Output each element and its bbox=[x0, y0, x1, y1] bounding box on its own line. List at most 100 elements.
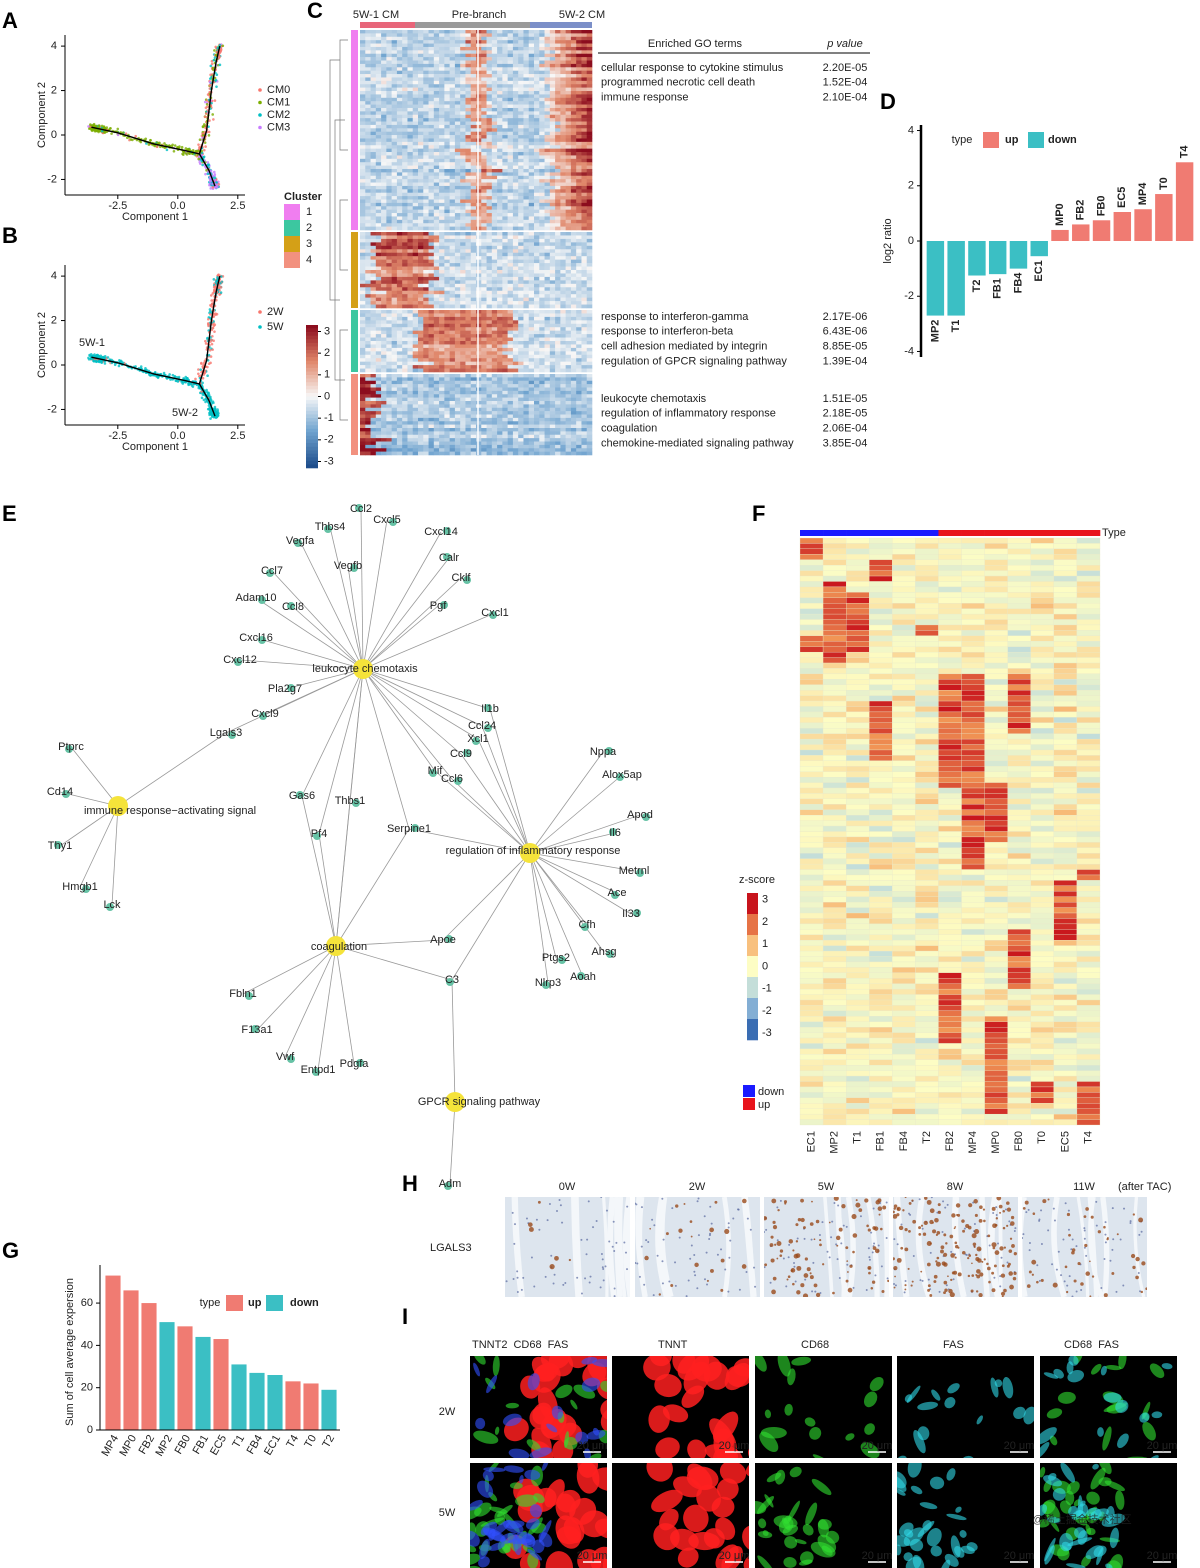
heat-cell bbox=[549, 202, 556, 207]
heat-cell bbox=[418, 36, 424, 41]
heat-cell bbox=[534, 216, 540, 221]
heat-cell bbox=[454, 67, 461, 71]
heat-cell bbox=[507, 209, 514, 214]
heat-cell bbox=[560, 242, 566, 247]
heat-cell bbox=[544, 223, 551, 227]
heat-cell bbox=[491, 196, 498, 200]
heat-cell bbox=[402, 189, 408, 194]
heat-cell bbox=[428, 91, 435, 95]
point bbox=[210, 101, 213, 105]
heat-cell bbox=[381, 294, 387, 298]
heat-cell bbox=[565, 70, 572, 75]
heat-cell bbox=[576, 91, 582, 95]
heat-cell bbox=[407, 223, 414, 227]
heat-cell bbox=[502, 70, 508, 75]
heat-cell bbox=[428, 242, 435, 247]
heat-cell bbox=[497, 290, 503, 295]
heat-cell bbox=[433, 235, 440, 240]
heat-cell bbox=[428, 40, 435, 44]
heat-cell bbox=[523, 94, 530, 99]
heat-cell bbox=[518, 280, 524, 285]
heat-cell bbox=[396, 40, 403, 44]
heat-cell bbox=[454, 256, 461, 260]
heat-cell bbox=[507, 226, 514, 231]
heat-cell bbox=[465, 245, 472, 250]
heat-cell bbox=[423, 209, 429, 214]
point bbox=[197, 372, 200, 376]
heat-cell bbox=[365, 226, 371, 231]
heat-cell bbox=[454, 60, 461, 65]
point bbox=[121, 131, 125, 134]
heat-cell bbox=[386, 216, 392, 221]
heat-cell bbox=[360, 179, 366, 183]
heat-cell bbox=[444, 175, 450, 180]
heat-cell bbox=[428, 199, 435, 204]
heat-cell bbox=[418, 223, 424, 227]
heat-cell bbox=[549, 206, 556, 210]
heat-cell bbox=[386, 270, 392, 274]
heat-cell bbox=[502, 128, 508, 132]
heat-cell bbox=[576, 63, 582, 68]
heat-cell bbox=[523, 128, 530, 132]
heat-cell bbox=[365, 77, 371, 82]
heat-cell bbox=[423, 111, 429, 116]
heat-cell bbox=[539, 301, 545, 305]
heat-cell bbox=[570, 192, 577, 197]
heat-cell bbox=[407, 196, 414, 200]
heat-cell bbox=[454, 209, 461, 214]
heat-cell bbox=[454, 301, 461, 305]
heat-cell bbox=[586, 216, 593, 221]
heat-cell bbox=[418, 162, 424, 166]
heat-cell bbox=[486, 290, 493, 295]
heat-cell bbox=[423, 152, 429, 156]
heat-cell bbox=[502, 280, 508, 285]
heat-cell bbox=[544, 141, 551, 146]
point bbox=[206, 93, 210, 96]
heat-cell bbox=[570, 36, 577, 41]
heat-cell bbox=[544, 273, 551, 278]
heat-cell bbox=[491, 290, 498, 295]
heat-cell bbox=[555, 273, 561, 278]
heat-cell bbox=[407, 213, 414, 217]
point bbox=[200, 390, 203, 393]
heat-cell bbox=[549, 94, 556, 99]
heat-cell bbox=[523, 50, 530, 55]
point bbox=[167, 144, 171, 147]
heat-cell bbox=[444, 259, 450, 264]
heat-cell bbox=[407, 152, 414, 156]
heat-cell bbox=[539, 235, 545, 240]
heat-cell bbox=[412, 128, 419, 132]
heat-cell bbox=[470, 256, 477, 260]
heat-cell bbox=[565, 168, 572, 173]
heat-cell bbox=[491, 209, 498, 214]
heat-cell bbox=[444, 223, 450, 227]
point bbox=[153, 144, 157, 148]
heat-cell bbox=[412, 252, 419, 257]
heat-cell bbox=[433, 107, 440, 112]
heat-cell bbox=[523, 77, 530, 82]
heat-cell bbox=[507, 77, 514, 82]
heat-cell bbox=[465, 152, 472, 156]
heat-cell bbox=[418, 216, 424, 221]
heat-cell bbox=[465, 290, 472, 295]
heat-cell bbox=[412, 84, 419, 88]
heat-cell bbox=[518, 213, 524, 217]
heat-cell bbox=[449, 287, 456, 292]
heat-cell bbox=[512, 301, 519, 305]
heat-cell bbox=[375, 263, 382, 267]
heat-cell bbox=[518, 259, 524, 264]
heat-cell bbox=[396, 155, 403, 160]
heat-cell bbox=[470, 270, 477, 274]
heat-cell bbox=[528, 36, 535, 41]
heat-cell bbox=[518, 145, 524, 149]
heat-cell bbox=[539, 46, 545, 51]
heat-cell bbox=[428, 235, 435, 240]
heat-cell bbox=[476, 238, 482, 243]
heat-cell bbox=[555, 219, 561, 224]
heat-cell bbox=[465, 192, 472, 197]
heat-cell bbox=[507, 104, 514, 109]
heat-cell bbox=[375, 124, 382, 129]
annotation: 5W-2 bbox=[172, 407, 198, 419]
heat-cell bbox=[502, 67, 508, 71]
heat-cell bbox=[396, 63, 403, 68]
